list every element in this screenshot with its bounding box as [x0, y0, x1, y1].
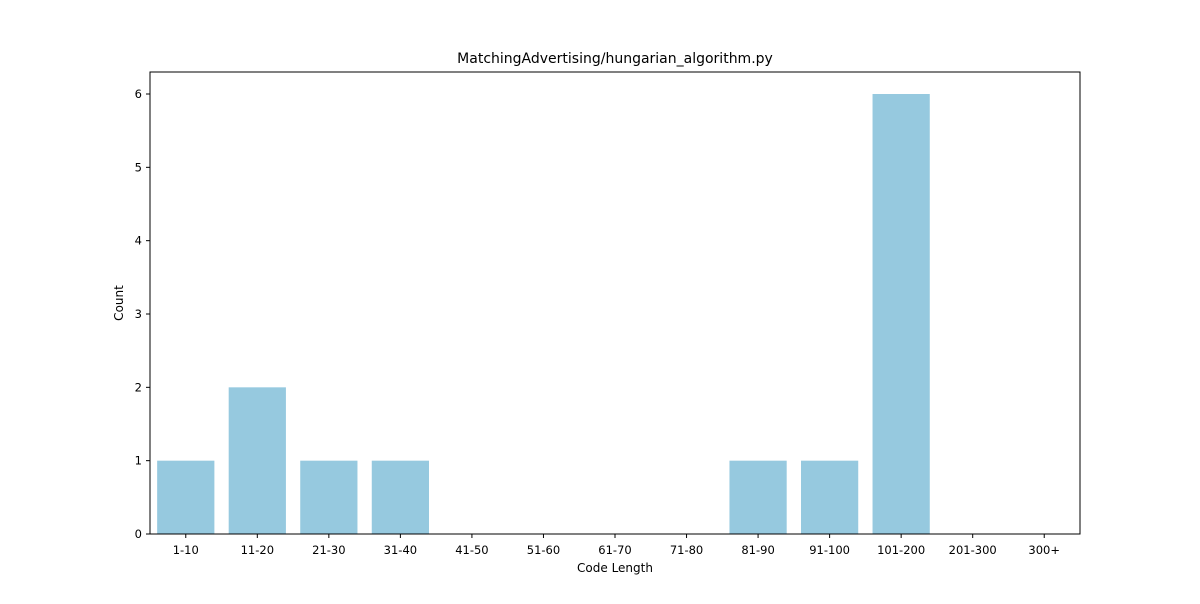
x-tick-label: 51-60 — [527, 543, 560, 557]
x-tick-label: 81-90 — [741, 543, 774, 557]
y-axis-label: Count — [112, 285, 126, 321]
x-tick-label: 101-200 — [877, 543, 925, 557]
y-tick-label: 0 — [135, 527, 142, 541]
y-axis-ticks: 0 1 2 3 4 5 6 — [135, 87, 150, 541]
x-tick-label: 201-300 — [949, 543, 997, 557]
x-tick-label: 71-80 — [670, 543, 703, 557]
bar-101-200 — [873, 94, 930, 534]
x-tick-label: 31-40 — [384, 543, 417, 557]
y-tick-label: 4 — [135, 234, 142, 248]
bar-1-10 — [157, 461, 214, 534]
y-tick-label: 3 — [135, 307, 142, 321]
x-tick-label: 300+ — [1028, 543, 1060, 557]
x-tick-label: 61-70 — [598, 543, 631, 557]
bar-81-90 — [729, 461, 786, 534]
bars-layer — [157, 94, 930, 534]
y-tick-label: 1 — [135, 454, 142, 468]
y-tick-label: 2 — [135, 380, 142, 394]
chart-title: MatchingAdvertising/hungarian_algorithm.… — [457, 51, 773, 67]
bar-31-40 — [372, 461, 429, 534]
x-axis-label: Code Length — [577, 561, 653, 575]
y-tick-label: 6 — [135, 87, 142, 101]
x-tick-label: 21-30 — [312, 543, 345, 557]
x-tick-label: 1-10 — [173, 543, 199, 557]
bar-21-30 — [300, 461, 357, 534]
x-axis-ticks: 1-10 11-20 21-30 31-40 41-50 51-60 61-70 71-80 8… — [173, 534, 1060, 557]
x-tick-label: 11-20 — [241, 543, 274, 557]
bar-91-100 — [801, 461, 858, 534]
bar-11-20 — [229, 387, 286, 534]
x-tick-label: 91-100 — [809, 543, 850, 557]
y-tick-label: 5 — [135, 160, 142, 174]
plot-frame — [150, 72, 1080, 534]
x-tick-label: 41-50 — [455, 543, 488, 557]
